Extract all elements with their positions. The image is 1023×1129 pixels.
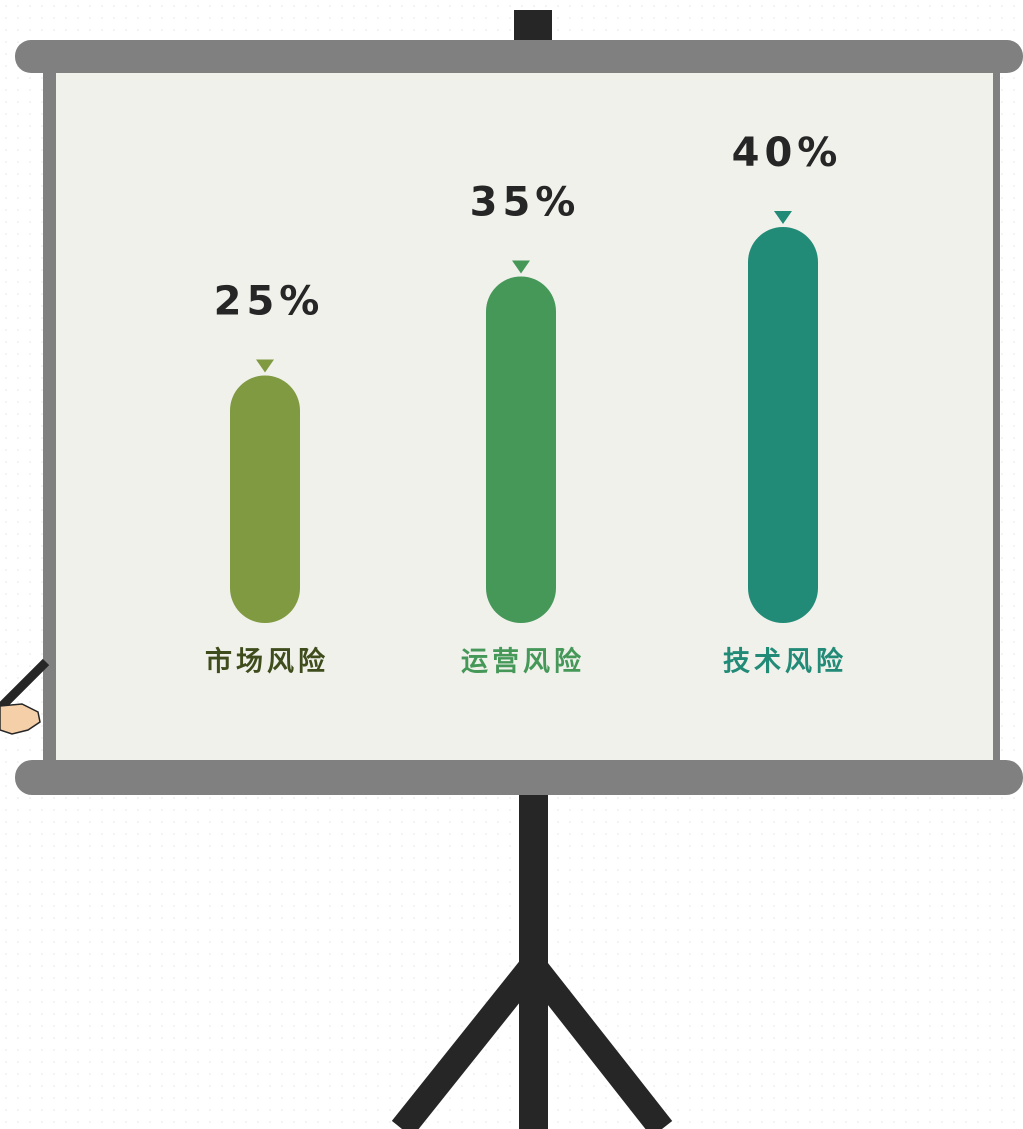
bottom-bar	[15, 760, 1023, 795]
top-pole	[514, 10, 552, 44]
bar	[486, 276, 556, 623]
marker-triangle	[256, 359, 274, 373]
marker-triangle	[774, 211, 792, 224]
category-label: 市场风险	[205, 646, 329, 678]
top-bar	[15, 40, 1023, 73]
value-label: 35%	[470, 180, 581, 226]
pointer-stick	[0, 658, 50, 712]
value-label: 25%	[214, 279, 325, 325]
marker-triangle	[512, 260, 530, 274]
bar	[748, 227, 818, 623]
value-label: 40%	[732, 130, 843, 176]
stand-leg	[522, 956, 673, 1129]
category-label: 运营风险	[461, 646, 585, 678]
category-label: 技术风险	[723, 646, 847, 678]
stand-leg	[391, 956, 544, 1129]
plot: 25% 市场风险 35% 运营风险 40% 技术风险	[205, 130, 847, 678]
bar	[230, 375, 300, 623]
hand	[0, 703, 41, 735]
